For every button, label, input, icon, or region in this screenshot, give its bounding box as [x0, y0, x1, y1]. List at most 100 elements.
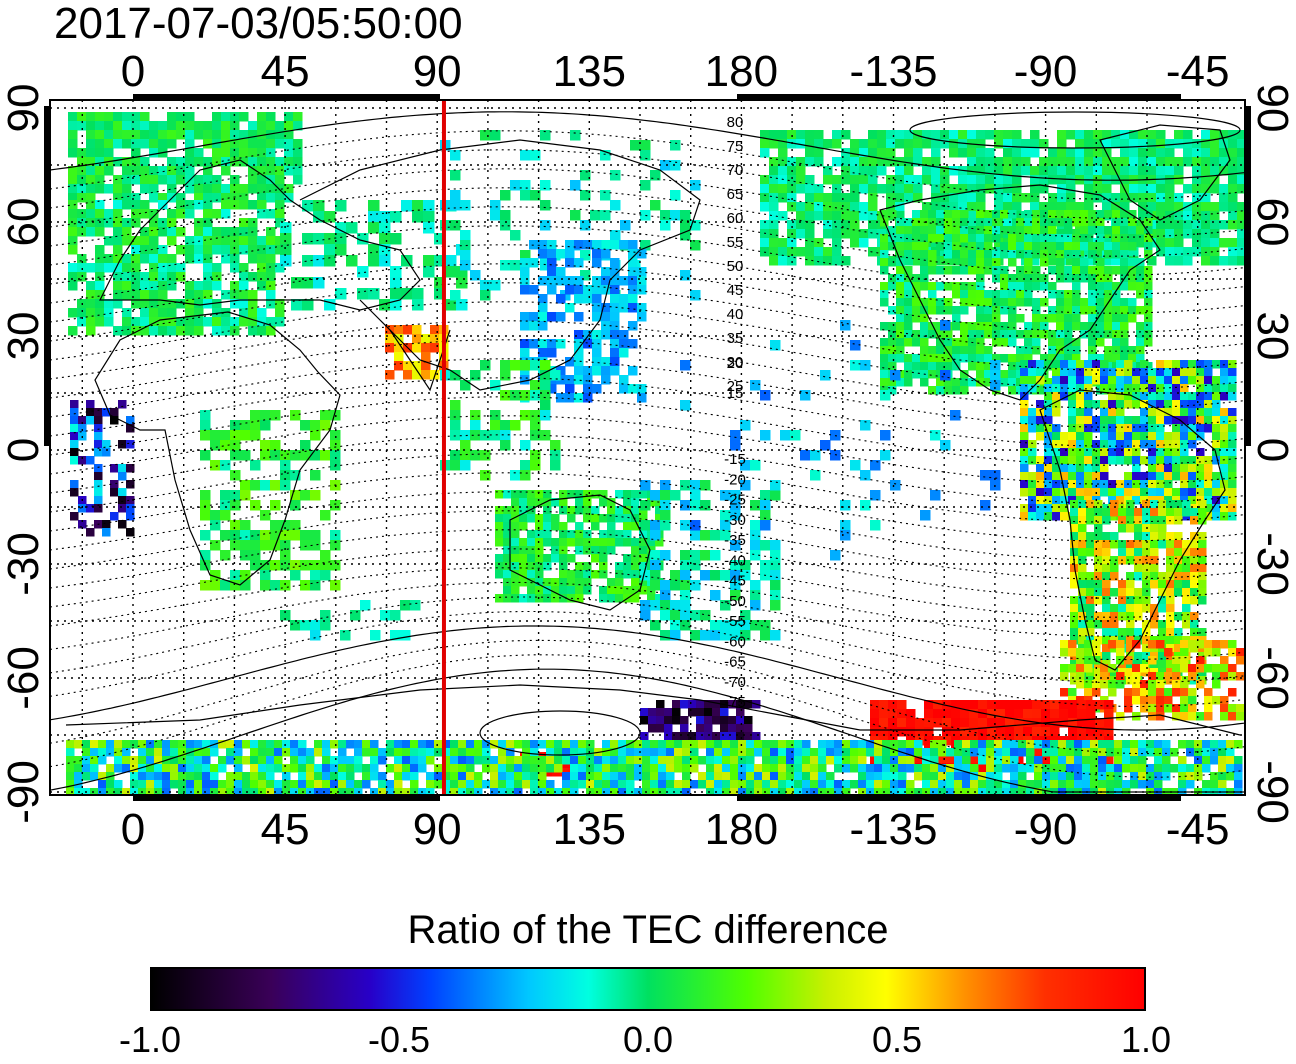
tec-cell — [619, 384, 629, 394]
tec-cell — [650, 740, 659, 749]
tec-cell — [450, 460, 461, 471]
tec-cell — [298, 780, 307, 789]
tec-cell — [95, 227, 105, 237]
tec-cell — [1210, 256, 1220, 266]
tec-cell — [1060, 392, 1069, 401]
tec-cell — [750, 530, 761, 541]
tec-cell — [930, 780, 939, 789]
tec-cell — [1036, 464, 1045, 473]
tec-cell — [122, 139, 132, 149]
tec-cell — [338, 756, 347, 765]
tec-cell — [1068, 664, 1077, 673]
tec-cell — [928, 250, 937, 259]
tec-cell — [394, 361, 404, 371]
tec-cell — [77, 227, 87, 237]
tec-cell — [823, 175, 833, 185]
tec-cell — [700, 630, 711, 641]
tec-cell — [1166, 556, 1175, 565]
tec-cell — [1048, 306, 1057, 315]
tec-cell — [506, 772, 515, 781]
tec-cell — [1120, 139, 1130, 149]
tec-cell — [540, 180, 551, 191]
tec-cell — [682, 740, 691, 749]
tec-cell — [750, 540, 761, 551]
tec-cell — [992, 298, 1001, 307]
tec-cell — [257, 130, 267, 140]
tec-cell — [1128, 314, 1137, 323]
tec-cell — [796, 166, 806, 176]
tec-cell — [1188, 496, 1197, 505]
tec-cell — [511, 562, 520, 571]
tec-cell — [1096, 226, 1105, 235]
tec-cell — [1204, 648, 1213, 657]
tec-cell — [607, 522, 616, 531]
tec-cell — [1020, 408, 1029, 417]
tec-cell — [968, 346, 977, 355]
tec-cell — [482, 740, 491, 749]
tec-cell — [928, 258, 937, 267]
tec-cell — [1126, 580, 1135, 589]
tec-cell — [362, 772, 371, 781]
tec-cell — [300, 580, 311, 591]
tec-cell — [599, 594, 608, 603]
tec-cell — [620, 220, 631, 231]
tec-cell — [300, 450, 311, 461]
tec-cell — [823, 256, 833, 266]
tec-cell — [778, 740, 787, 749]
tec-cell — [647, 594, 656, 603]
tec-cell — [985, 157, 995, 167]
tec-cell — [1056, 354, 1065, 363]
tec-cell — [1080, 242, 1089, 251]
tec-cell — [257, 263, 267, 273]
tec-cell — [1220, 704, 1229, 713]
tec-cell — [95, 209, 105, 219]
tec-cell — [1126, 548, 1135, 557]
tec-cell — [480, 360, 491, 371]
tec-cell — [1030, 184, 1040, 194]
tec-cell — [335, 200, 347, 212]
tec-cell — [567, 538, 576, 547]
tec-cell — [1180, 480, 1189, 489]
tec-cell — [888, 258, 897, 267]
tec-cell — [230, 254, 240, 264]
tec-cell — [706, 764, 715, 773]
tec-cell — [434, 740, 443, 749]
tec-cell — [1075, 166, 1085, 176]
tec-cell — [113, 200, 123, 210]
tec-cell — [1212, 384, 1221, 393]
tec-cell — [421, 334, 431, 344]
tec-cell — [210, 460, 221, 471]
tec-cell — [530, 780, 539, 789]
tec-cell — [543, 578, 552, 587]
tec-cell — [176, 263, 186, 273]
tec-cell — [682, 756, 691, 765]
tec-cell — [1064, 290, 1073, 299]
tec-cell — [1237, 238, 1245, 248]
tec-cell — [805, 157, 815, 167]
tec-cell — [1110, 508, 1119, 517]
tec-cell — [266, 299, 276, 309]
tec-cell — [1052, 496, 1061, 505]
tec-cell — [310, 470, 321, 481]
tec-cell — [1030, 256, 1040, 266]
tec-cell — [1196, 368, 1205, 377]
tec-cell — [140, 299, 150, 309]
tec-cell — [1237, 256, 1245, 266]
tec-cell — [922, 139, 932, 149]
tec-cell — [1116, 384, 1125, 393]
tec-cell — [1068, 700, 1078, 710]
tec-cell — [203, 193, 213, 203]
tec-cell — [390, 266, 402, 278]
tec-cell — [275, 200, 285, 210]
tec-cell — [167, 209, 177, 219]
tec-cell — [1130, 740, 1139, 749]
tec-cell — [1068, 472, 1077, 481]
tec-cell — [823, 211, 833, 221]
tec-cell — [1226, 764, 1235, 773]
tec-cell — [275, 263, 285, 273]
tec-cell — [176, 317, 186, 327]
tec-cell — [113, 157, 123, 167]
tec-cell — [274, 756, 283, 765]
tec-cell — [682, 748, 691, 757]
tec-cell — [527, 562, 536, 571]
